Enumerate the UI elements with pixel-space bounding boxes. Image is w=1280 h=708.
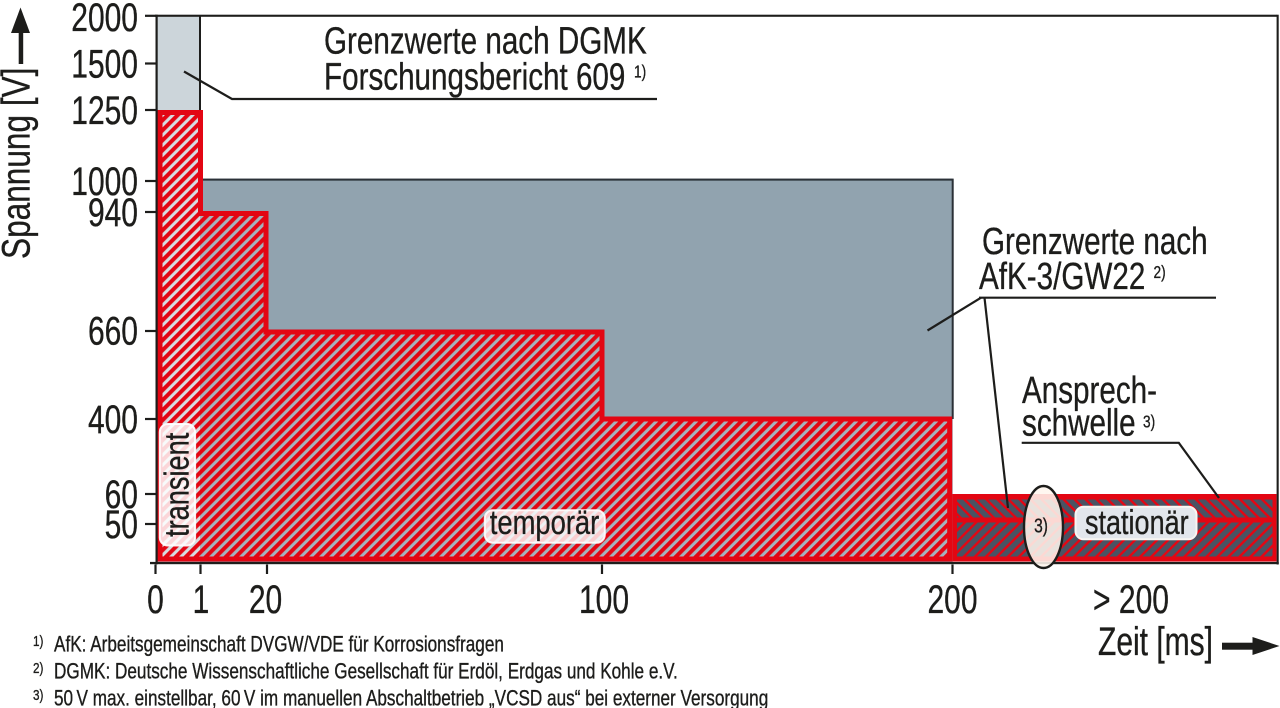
svg-text:50 V max. einstellbar, 60 V im: 50 V max. einstellbar, 60 V im manuellen… — [54, 687, 768, 708]
svg-text:Zeit [ms]: Zeit [ms] — [1098, 620, 1213, 664]
svg-text:Grenzwerte nach: Grenzwerte nach — [982, 221, 1208, 263]
svg-text:1: 1 — [193, 578, 210, 622]
svg-text:1): 1) — [634, 63, 646, 82]
svg-text:2): 2) — [33, 660, 43, 677]
svg-text:> 200: > 200 — [1093, 578, 1169, 622]
svg-text:stationär: stationär — [1085, 503, 1189, 542]
svg-text:660: 660 — [88, 309, 138, 353]
svg-text:50: 50 — [105, 503, 138, 547]
svg-text:1000: 1000 — [71, 160, 138, 204]
svg-text:schwelle: schwelle — [1022, 402, 1136, 444]
svg-text:3): 3) — [33, 687, 43, 704]
svg-text:1250: 1250 — [71, 89, 138, 133]
svg-text:DGMK: Deutsche Wissenschaftlic: DGMK: Deutsche Wissenschaftliche Gesells… — [54, 660, 678, 685]
svg-text:Forschungsbericht 609: Forschungsbericht 609 — [324, 56, 625, 98]
svg-text:100: 100 — [579, 578, 629, 622]
svg-text:Grenzwerte nach DGMK: Grenzwerte nach DGMK — [324, 20, 647, 62]
svg-text:1500: 1500 — [71, 42, 138, 86]
svg-text:transient: transient — [158, 432, 197, 537]
svg-text:2): 2) — [1154, 264, 1166, 283]
svg-text:temporär: temporär — [490, 503, 600, 542]
svg-text:3): 3) — [1034, 515, 1048, 537]
svg-text:2000: 2000 — [71, 0, 138, 40]
svg-text:200: 200 — [927, 578, 977, 622]
svg-text:AfK-3/GW22: AfK-3/GW22 — [979, 256, 1145, 298]
svg-text:0: 0 — [147, 578, 164, 622]
svg-text:60: 60 — [105, 473, 138, 517]
svg-text:Ansprech-: Ansprech- — [1022, 370, 1157, 412]
svg-text:20: 20 — [249, 578, 282, 622]
svg-text:Spannung [V]: Spannung [V] — [0, 68, 38, 259]
svg-text:1): 1) — [33, 633, 43, 650]
svg-text:3): 3) — [1143, 413, 1155, 432]
svg-text:AfK: Arbeitsgemeinschaft DVGW/: AfK: Arbeitsgemeinschaft DVGW/VDE für Ko… — [54, 633, 504, 658]
svg-text:400: 400 — [88, 398, 138, 442]
svg-text:940: 940 — [88, 191, 138, 235]
